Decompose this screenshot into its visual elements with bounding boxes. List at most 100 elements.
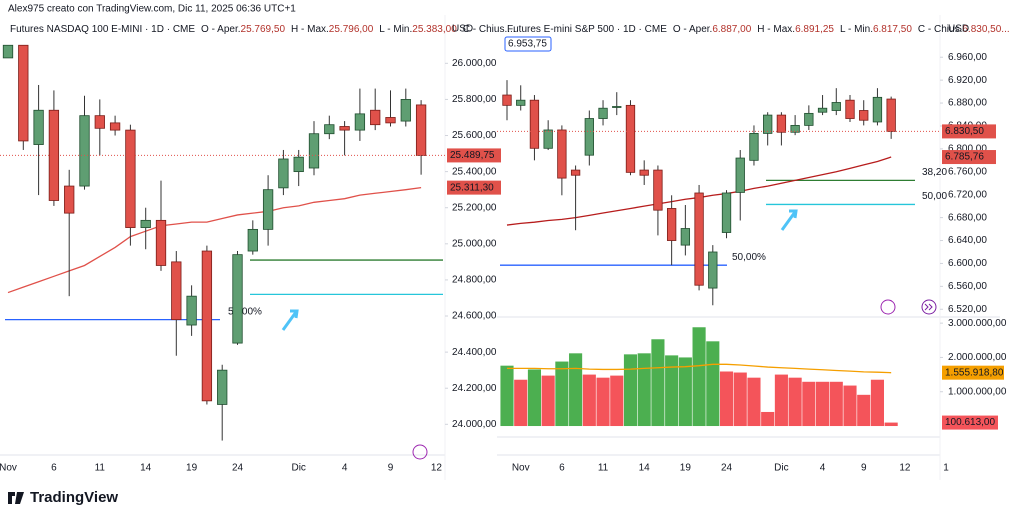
x-tick-label: Dic [291,463,305,474]
x-tick-label: 9 [388,463,394,474]
volume-bar [857,394,871,427]
ohlc-value: 25.769,50 [241,24,286,35]
candle-body [370,109,381,126]
y-tick-label: 6.640,00 [948,235,987,246]
logo: TradingView [30,489,118,506]
ohlc-label: L - Min. [840,24,873,35]
x-tick-label: 4 [342,463,348,474]
chart-header: Futures E-mini S&P 500 · 1D · CME O - Ape… [507,24,1010,35]
price-tag-label: 6.785,76 [945,152,984,163]
candle-body [817,107,828,113]
alert-label: 6.953,75 [508,39,547,50]
go-to-icon[interactable] [921,299,937,315]
candle-body [33,109,44,145]
candle-body [186,295,197,326]
ohlc-value: 25.383,00 [412,24,457,35]
volume-bar [788,377,802,427]
y-tick-label: 6.960,00 [948,52,987,63]
y-tick-label: 24.400,00 [452,347,497,358]
chart-title: Futures NASDAQ 100 E-MINI · 1D · CME [10,24,195,35]
candle-body [625,104,636,173]
candle-body [790,124,800,133]
y-tick-label: 26.000,00 [452,58,497,69]
candle-body [232,254,243,344]
price-tag-label: 100.613,00 [945,417,995,428]
y-tick-label: 24.200,00 [452,383,497,394]
ohlc-value: 6.887,00 [712,24,751,35]
candle-body [278,158,289,189]
volume-bar [527,369,541,427]
candle-body [721,192,732,233]
ohlc-label: O - Aper. [201,24,240,35]
y-tick-label: 6.680,00 [948,212,987,223]
volume-bar [678,357,692,427]
candle-body [763,114,773,134]
event-icon[interactable] [880,299,896,315]
chart-header: Futures NASDAQ 100 E-MINI · 1D · CME O - … [10,24,516,35]
candle-body [354,113,366,131]
candle-body [502,94,512,106]
candle-body [776,114,787,133]
volume-tick-label: 2.000.000,00 [948,352,1007,363]
candle-body [612,106,622,108]
candle-body [48,109,60,201]
currency: USD [452,24,473,35]
candle-body [845,99,855,119]
price-tag [942,365,1004,380]
x-tick-label: 11 [95,463,106,474]
y-tick-label: 6.600,00 [948,258,987,269]
candle-body [708,251,718,289]
candle-body [872,96,883,123]
ohlc-value: 25.796,00 [329,24,374,35]
candle-body [385,117,396,124]
candle-body [2,44,14,59]
candle-body [570,169,581,176]
y-tick-label: 25.800,00 [452,94,497,105]
volume-bar [816,381,830,427]
volume-bar [829,381,843,427]
level-label: 50,00% [228,306,262,317]
y-tick-label: 6.880,00 [948,98,987,109]
y-tick-label: 6.760,00 [948,166,987,177]
candle-body [79,115,90,187]
volume-bar [719,371,734,427]
x-tick-label: Nov [0,463,17,474]
event-icon[interactable] [412,444,428,460]
x-tick-label: 24 [232,463,244,474]
price-tag [942,415,998,430]
candle-body [831,102,841,111]
x-tick-label: 19 [680,463,692,474]
ohlc-value: 6.830,50... [962,24,1009,35]
level-label: 50,00 [922,191,947,202]
candle-body [516,99,526,106]
x-tick-label: Dic [774,463,788,474]
y-tick-label: 25.600,00 [452,130,497,141]
volume-bar [514,379,528,427]
x-tick-label: 6 [51,463,57,474]
ohlc-label: L - Min. [379,24,412,35]
candle-body [18,44,29,142]
volume-bar [623,354,638,427]
candle-body [415,104,427,156]
candle-body [293,156,304,173]
price-tag-label: 1.555.918,80 [945,367,1004,378]
volume-tick-label: 1.000.000,00 [948,386,1007,397]
candle-body [247,228,258,252]
volume-ma-line [507,363,892,374]
y-tick-label: 25.400,00 [452,166,497,177]
candle-body [694,192,704,286]
y-tick-label: 25.200,00 [452,202,497,213]
candle-body [109,122,121,131]
volume-bar [774,374,788,427]
price-tag [942,150,996,165]
chart-title: Futures E-mini S&P 500 · 1D · CME [507,24,667,35]
volume-bar [582,374,596,427]
candle-body [308,133,320,169]
candle-body [64,185,75,214]
candle-body [339,126,350,131]
candle-body [529,99,540,149]
x-tick-label: 14 [140,463,152,474]
candle-body [324,124,335,135]
volume-bar [665,355,679,427]
